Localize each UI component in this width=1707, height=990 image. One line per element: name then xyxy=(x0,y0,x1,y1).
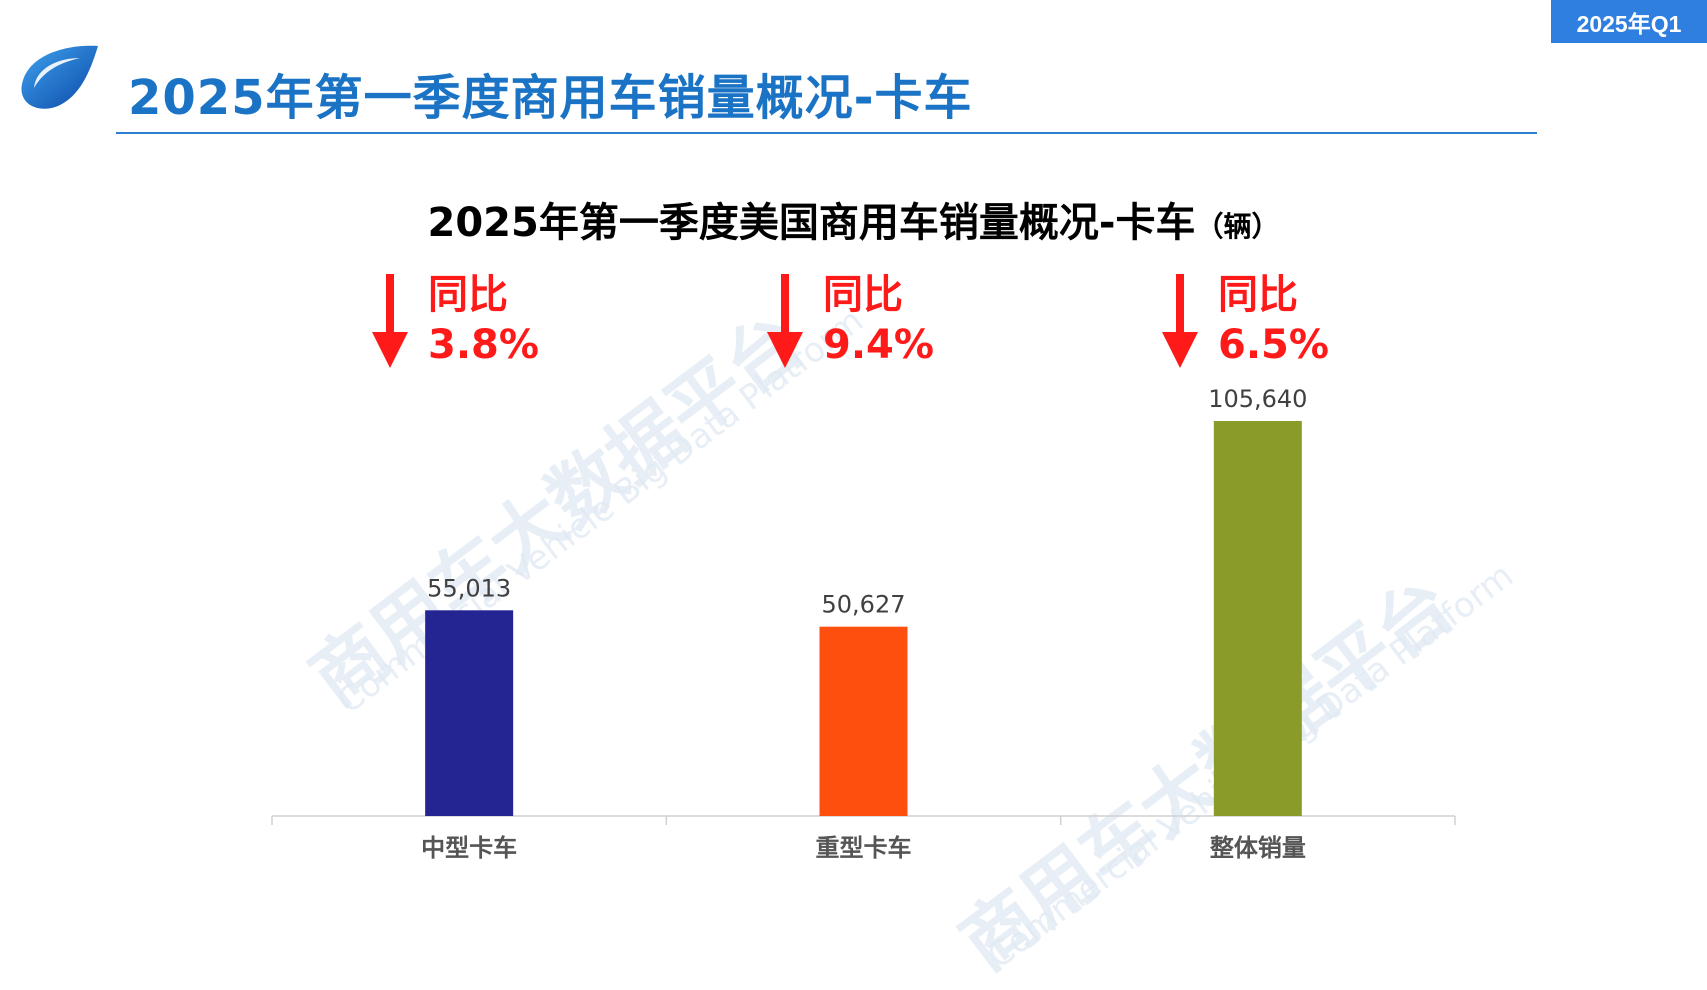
data-label: 105,640 xyxy=(1208,385,1307,413)
bar xyxy=(425,610,514,816)
page-title: 2025年第一季度商用车销量概况-卡车 xyxy=(128,70,973,126)
chart-title-text: 2025年第一季度美国商用车销量概况-卡车 xyxy=(427,200,1196,246)
yoy-indicator: 同比 6.5% xyxy=(1160,270,1329,370)
chart-title: 2025年第一季度美国商用车销量概况-卡车（辆） xyxy=(0,190,1707,248)
brand-logo-icon xyxy=(21,45,99,109)
down-arrow-icon xyxy=(372,274,408,368)
down-arrow-icon xyxy=(767,274,803,368)
chart-unit: （辆） xyxy=(1195,210,1280,243)
yoy-label: 同比 xyxy=(1218,272,1298,318)
data-label: 50,627 xyxy=(822,591,906,619)
x-tick-label: 重型卡车 xyxy=(816,834,912,862)
period-badge: 2025年Q1 xyxy=(1551,0,1707,43)
yoy-indicator: 同比 9.4% xyxy=(765,270,934,370)
bar-chart: 55,013 中型卡车 50,627 重型卡车 105,640 整体销量 xyxy=(271,385,1456,862)
yoy-label: 同比 xyxy=(428,272,508,318)
yoy-value: 6.5% xyxy=(1218,322,1329,368)
yoy-label: 同比 xyxy=(823,272,903,318)
yoy-value: 9.4% xyxy=(823,322,934,368)
down-arrow-icon xyxy=(1162,274,1198,368)
data-label: 55,013 xyxy=(427,574,511,602)
x-tick-label: 整体销量 xyxy=(1210,834,1306,862)
bar xyxy=(1213,420,1302,816)
bar xyxy=(819,626,908,816)
x-tick-label: 中型卡车 xyxy=(421,834,517,862)
title-divider xyxy=(116,132,1537,134)
yoy-value: 3.8% xyxy=(428,322,539,368)
yoy-indicator: 同比 3.8% xyxy=(370,270,539,370)
